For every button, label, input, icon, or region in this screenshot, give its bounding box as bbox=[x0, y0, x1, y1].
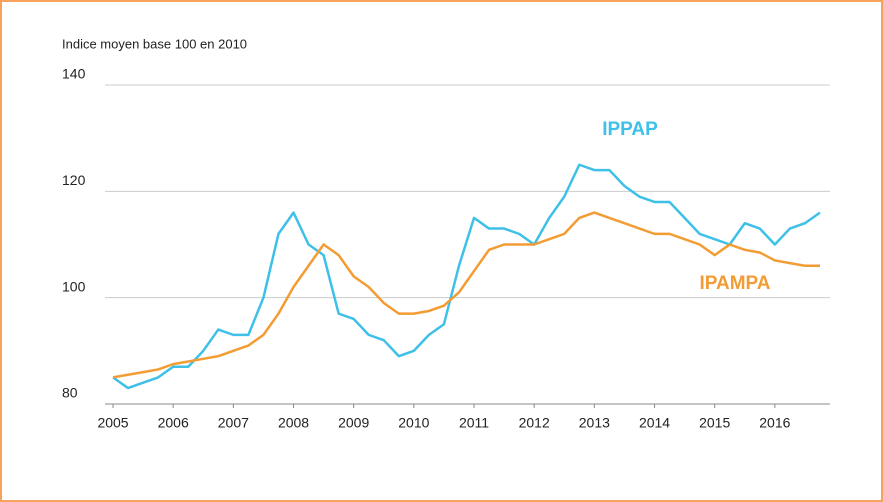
x-tick-label: 2014 bbox=[639, 415, 670, 431]
x-tick-label: 2013 bbox=[579, 415, 610, 431]
y-axis-label: Indice moyen base 100 en 2010 bbox=[62, 36, 247, 51]
x-tick-label: 2011 bbox=[459, 415, 489, 431]
series-label: IPAMPA bbox=[699, 273, 770, 294]
x-tick-label: 2010 bbox=[398, 415, 429, 431]
series-label: IPPAP bbox=[602, 119, 658, 140]
series-line bbox=[112, 211, 820, 379]
y-tick-label: 100 bbox=[62, 278, 86, 294]
x-tick-label: 2015 bbox=[699, 415, 730, 431]
x-tick-label: 2008 bbox=[278, 415, 309, 431]
x-tick-label: 2012 bbox=[519, 415, 550, 431]
x-tick-label: 2006 bbox=[158, 415, 189, 431]
y-tick-label: 80 bbox=[62, 385, 78, 401]
y-tick-label: 120 bbox=[62, 172, 86, 188]
series-line bbox=[112, 163, 821, 390]
y-tick-label: 140 bbox=[62, 66, 86, 82]
x-tick-label: 2009 bbox=[338, 415, 369, 431]
x-tick-label: 2016 bbox=[759, 415, 790, 431]
x-tick-label: 2007 bbox=[218, 415, 249, 431]
x-tick-label: 2005 bbox=[97, 415, 128, 431]
